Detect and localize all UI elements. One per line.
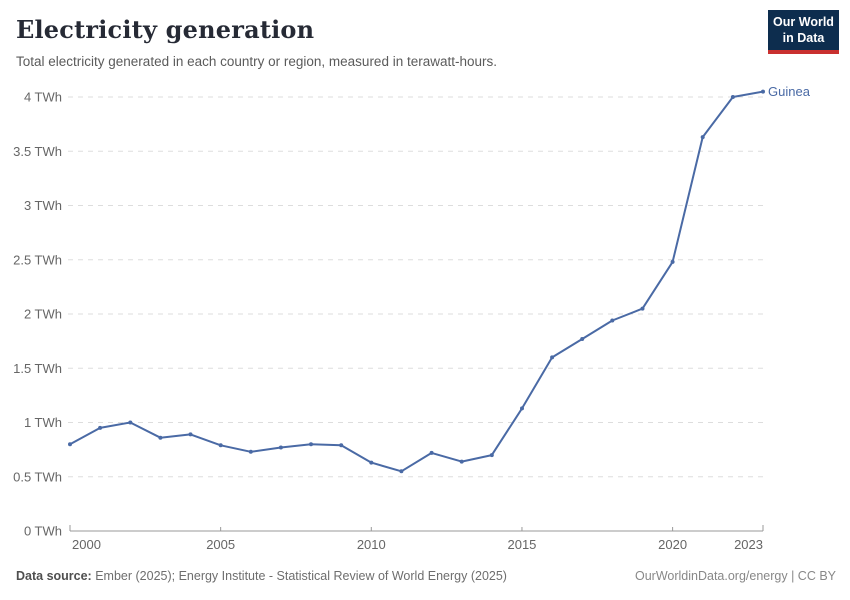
data-point[interactable] xyxy=(188,432,193,437)
data-point[interactable] xyxy=(520,406,524,411)
y-axis-tick-label: 1.5 TWh xyxy=(13,361,62,376)
y-axis-tick-label: 1 TWh xyxy=(24,415,62,430)
footer-source-label: Data source: xyxy=(16,569,92,583)
series-line[interactable] xyxy=(69,90,764,473)
series-end-label[interactable]: Guinea xyxy=(768,84,811,99)
data-point[interactable] xyxy=(278,445,283,450)
y-axis-tick-label: 3 TWh xyxy=(24,198,62,213)
data-point[interactable] xyxy=(429,450,434,455)
owid-logo-line1: Our World xyxy=(773,15,834,29)
data-point[interactable] xyxy=(700,135,705,140)
data-point[interactable] xyxy=(550,355,555,360)
data-point[interactable] xyxy=(309,442,313,447)
x-axis-tick-label: 2005 xyxy=(206,537,235,552)
footer-source-text: Ember (2025); Energy Institute - Statist… xyxy=(91,569,507,583)
series-guinea[interactable]: Guinea xyxy=(68,84,811,474)
x-axis-tick-label: 2010 xyxy=(357,537,386,552)
data-point[interactable] xyxy=(158,435,163,440)
footer-source: Data source: Ember (2025); Energy Instit… xyxy=(16,569,507,583)
footer-credit[interactable]: OurWorldinData.org/energy | CC BY xyxy=(634,569,836,583)
y-axis-tick-label: 0 TWh xyxy=(24,524,62,539)
data-point[interactable] xyxy=(761,89,765,94)
x-axis-tick-label: 2000 xyxy=(72,537,101,552)
data-point[interactable] xyxy=(218,443,223,448)
page-title: Electricity generation xyxy=(16,15,315,44)
x-axis-tick-label: 2023 xyxy=(734,537,763,552)
data-point[interactable] xyxy=(459,459,464,464)
data-point[interactable] xyxy=(369,460,374,465)
data-point[interactable] xyxy=(670,259,675,264)
x-axis-tick-label: 2015 xyxy=(507,537,536,552)
y-axis-tick-label: 2 TWh xyxy=(24,307,62,322)
data-point[interactable] xyxy=(68,442,72,447)
data-point[interactable] xyxy=(580,337,585,341)
y-axis-tick-label: 2.5 TWh xyxy=(13,252,62,267)
y-axis-tick-label: 3.5 TWh xyxy=(13,144,62,159)
data-point[interactable] xyxy=(98,425,103,430)
data-point[interactable] xyxy=(730,95,735,99)
data-point[interactable] xyxy=(248,449,253,454)
owid-logo-line2: in Data xyxy=(782,30,825,45)
page-subtitle: Total electricity generated in each coun… xyxy=(16,54,497,69)
data-point[interactable] xyxy=(610,318,615,323)
data-point[interactable] xyxy=(640,306,645,311)
x-axis-tick-label: 2020 xyxy=(658,537,687,552)
data-point[interactable] xyxy=(489,453,494,458)
data-point[interactable] xyxy=(399,469,404,474)
data-point[interactable] xyxy=(128,420,133,425)
y-axis-tick-label: 0.5 TWh xyxy=(13,469,62,484)
chart-footer: Data source: Ember (2025); Energy Instit… xyxy=(16,569,836,583)
y-axis-tick-label: 4 TWh xyxy=(24,90,62,105)
data-point[interactable] xyxy=(339,443,344,448)
owid-logo[interactable]: Our World in Data xyxy=(768,10,839,55)
